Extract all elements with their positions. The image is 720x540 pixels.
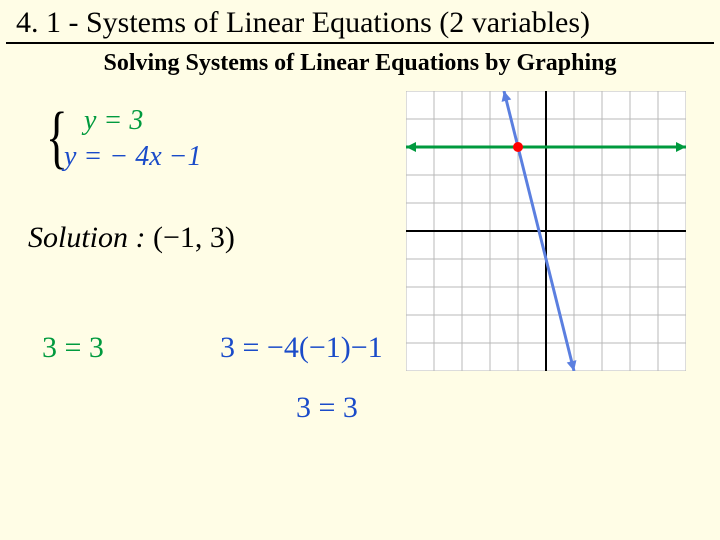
solution-text: Solution : (−1, 3) — [28, 221, 235, 255]
equation-two: y = − 4x −1 — [64, 141, 202, 173]
solution-value: (−1, 3) — [153, 221, 235, 254]
check-equation-two-line1: 3 = −4(−1)−1 — [220, 331, 383, 365]
page-title: 4. 1 - Systems of Linear Equations (2 va… — [6, 0, 714, 44]
check-equation-two-line2: 3 = 3 — [296, 391, 358, 425]
page-subtitle: Solving Systems of Linear Equations by G… — [0, 44, 720, 91]
check-equation-one: 3 = 3 — [42, 331, 104, 365]
graph-svg — [406, 91, 686, 371]
equation-one: y = 3 — [84, 105, 143, 137]
solution-label: Solution : — [28, 221, 146, 254]
graph-panel — [406, 91, 686, 371]
content-area: { y = 3 y = − 4x −1 Solution : (−1, 3) 3… — [0, 91, 720, 521]
